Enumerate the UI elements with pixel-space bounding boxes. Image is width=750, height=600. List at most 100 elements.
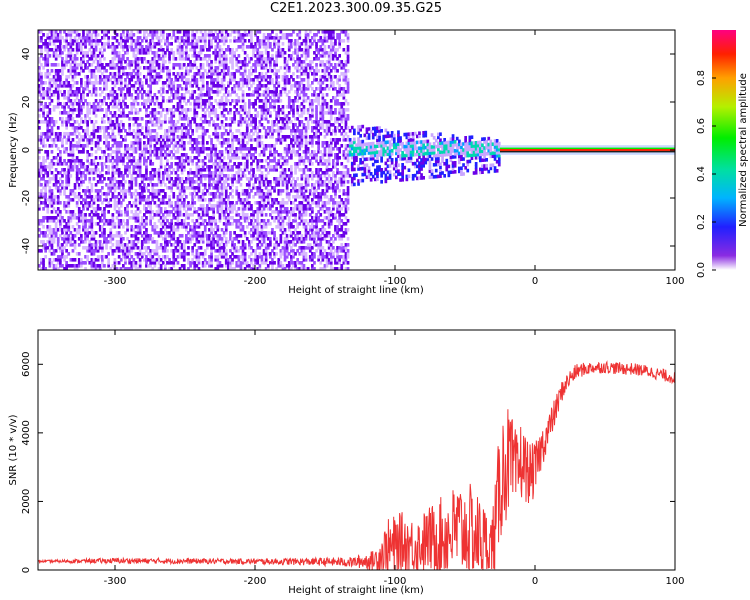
heatmap-cell bbox=[220, 36, 224, 40]
heatmap-cell bbox=[128, 90, 131, 94]
heatmap-cell bbox=[38, 168, 41, 172]
heatmap-cell bbox=[52, 30, 56, 34]
heatmap-cell bbox=[67, 183, 71, 187]
heatmap-cell bbox=[273, 87, 276, 91]
heatmap-cell bbox=[178, 105, 182, 109]
heatmap-cell bbox=[241, 63, 245, 67]
heatmap-cell bbox=[46, 246, 50, 250]
heatmap-cell bbox=[227, 165, 230, 169]
heatmap-cell bbox=[273, 45, 276, 49]
heatmap-cell bbox=[195, 102, 199, 106]
heatmap-cell bbox=[92, 162, 96, 166]
heatmap-cell bbox=[40, 201, 43, 205]
heatmap-cell bbox=[182, 96, 186, 100]
heatmap-cell bbox=[199, 48, 203, 52]
heatmap-cell bbox=[191, 48, 194, 52]
heatmap-cell bbox=[145, 48, 148, 52]
heatmap-cell bbox=[56, 237, 60, 241]
heatmap-cell bbox=[241, 60, 245, 64]
heatmap-cell bbox=[69, 258, 73, 262]
heatmap-cell bbox=[151, 39, 155, 43]
heatmap-cell bbox=[235, 261, 239, 265]
heatmap-cell bbox=[98, 207, 102, 211]
heatmap-cell bbox=[271, 48, 274, 52]
heatmap-cell bbox=[75, 87, 79, 91]
heatmap-cell bbox=[132, 165, 136, 169]
heatmap-cell bbox=[73, 63, 77, 67]
heatmap-cell bbox=[224, 117, 228, 121]
heatmap-cell bbox=[269, 36, 272, 40]
heatmap-cell bbox=[71, 156, 75, 160]
heatmap-cell bbox=[214, 204, 218, 208]
heatmap-cell bbox=[210, 228, 213, 232]
heatmap-cell bbox=[155, 258, 159, 262]
heatmap-cell bbox=[254, 60, 257, 64]
heatmap-cell bbox=[42, 219, 45, 223]
heatmap-cell bbox=[231, 30, 234, 34]
heatmap-cell bbox=[128, 111, 131, 115]
heatmap-cell bbox=[145, 261, 148, 265]
heatmap-cell bbox=[254, 201, 257, 205]
heatmap-cell bbox=[170, 90, 173, 94]
heatmap-cell bbox=[166, 219, 169, 223]
heatmap-cell bbox=[185, 72, 188, 76]
heatmap-cell bbox=[195, 210, 199, 214]
heatmap-cell bbox=[113, 225, 117, 229]
heatmap-cell bbox=[166, 153, 169, 157]
heatmap-cell bbox=[145, 39, 148, 43]
heatmap-cell bbox=[69, 90, 73, 94]
heatmap-cell bbox=[195, 99, 199, 103]
heatmap-cell bbox=[107, 168, 110, 172]
heatmap-cell bbox=[101, 258, 104, 262]
heatmap-cell bbox=[44, 168, 47, 172]
heatmap-cell bbox=[88, 261, 92, 265]
heatmap-cell bbox=[115, 39, 119, 43]
heatmap-cell bbox=[201, 240, 205, 244]
heatmap-cell bbox=[224, 186, 228, 190]
heatmap-cell bbox=[185, 240, 188, 244]
heatmap-cell bbox=[111, 219, 115, 223]
heatmap-cell bbox=[69, 39, 73, 43]
heatmap-cell bbox=[143, 225, 146, 229]
heatmap-cell bbox=[248, 231, 251, 235]
heatmap-cell bbox=[245, 132, 249, 136]
heatmap-cell bbox=[218, 72, 222, 76]
heatmap-cell bbox=[178, 138, 182, 142]
heatmap-cell bbox=[92, 30, 96, 34]
heatmap-cell bbox=[214, 45, 218, 49]
heatmap-cell bbox=[220, 135, 224, 139]
heatmap-cell bbox=[195, 42, 199, 46]
heatmap-cell bbox=[90, 252, 94, 256]
heatmap-cell bbox=[138, 198, 142, 202]
heatmap-cell bbox=[149, 252, 152, 256]
heatmap-cell bbox=[40, 192, 43, 196]
heatmap-cell bbox=[248, 192, 251, 196]
heatmap-cell bbox=[42, 168, 45, 172]
heatmap-cell bbox=[42, 159, 45, 163]
heatmap-cell bbox=[208, 45, 211, 49]
heatmap-cell bbox=[233, 111, 236, 115]
heatmap-cell bbox=[147, 90, 150, 94]
heatmap-cell bbox=[264, 258, 268, 262]
heatmap-cell bbox=[258, 123, 262, 127]
heatmap-cell bbox=[46, 87, 50, 91]
heatmap-cell bbox=[90, 189, 94, 193]
heatmap-cell bbox=[231, 174, 234, 178]
heatmap-cell bbox=[250, 168, 253, 172]
heatmap-cell bbox=[101, 243, 104, 247]
heatmap-cell bbox=[42, 144, 45, 148]
heatmap-cell bbox=[248, 204, 251, 208]
heatmap-cell bbox=[145, 201, 148, 205]
heatmap-cell bbox=[109, 204, 113, 208]
heatmap-cell bbox=[180, 63, 184, 67]
heatmap-cell bbox=[264, 132, 268, 136]
heatmap-cell bbox=[258, 120, 262, 124]
heatmap-cell bbox=[42, 105, 45, 109]
heatmap-cell bbox=[63, 81, 66, 85]
heatmap-cell bbox=[115, 180, 119, 184]
heatmap-cell bbox=[159, 231, 163, 235]
heatmap-cell bbox=[63, 108, 66, 112]
heatmap-cell bbox=[208, 177, 211, 181]
heatmap-cell bbox=[128, 189, 131, 193]
heatmap-cell bbox=[155, 135, 159, 139]
